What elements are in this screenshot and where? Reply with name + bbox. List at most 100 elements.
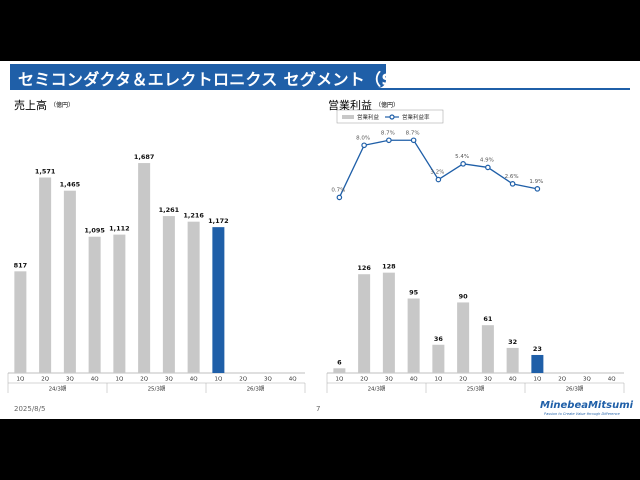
- x-tick-label: 1Q: [115, 377, 123, 383]
- profit-bar: [333, 368, 346, 373]
- sales-value-label: 1,465: [60, 181, 81, 189]
- x-tick-label: 1Q: [335, 377, 343, 383]
- profit-value-label: 23: [533, 345, 542, 353]
- x-tick-label: 3Q: [484, 377, 492, 383]
- x-tick-label: 1Q: [533, 377, 541, 383]
- x-tick-label: 4Q: [410, 377, 418, 383]
- x-tick-label: 2Q: [41, 377, 49, 383]
- profit-value-label: 36: [434, 335, 444, 343]
- sales-bar: [88, 236, 101, 373]
- sales-bar: [63, 190, 76, 373]
- x-tick-label: 4Q: [91, 377, 99, 383]
- margin-point: [410, 137, 417, 144]
- x-tick-label: 2Q: [360, 377, 368, 383]
- x-tick-label: 2Q: [558, 377, 566, 383]
- sales-bar: [212, 227, 225, 373]
- profit-bar: [481, 325, 494, 373]
- margin-point: [534, 186, 541, 192]
- sales-bar: [162, 216, 175, 373]
- margin-point: [509, 181, 516, 187]
- logo-name: MinebeaMitsumi: [540, 400, 634, 411]
- margin-point: [336, 194, 343, 201]
- sales-value-label: 1,095: [84, 227, 105, 235]
- x-tick-label: 3Q: [165, 377, 173, 383]
- sales-value-label: 1,687: [134, 153, 155, 161]
- profit-bar: [358, 274, 371, 373]
- x-tick-label: 4Q: [190, 377, 198, 383]
- page-number: 7: [316, 405, 321, 413]
- page-title: セミコンダクタ＆エレクトロニクス セグメント（SE）: [18, 70, 421, 89]
- footer-date: 2025/8/5: [14, 405, 46, 413]
- x-tick-label: 1Q: [214, 377, 222, 383]
- profit-bar: [457, 302, 470, 373]
- x-tick-label: 3Q: [66, 377, 74, 383]
- sales-value-label: 1,112: [109, 225, 130, 233]
- margin-point: [460, 161, 466, 167]
- profit-bar: [382, 272, 395, 373]
- group-label: 25/3期: [467, 386, 485, 393]
- group-label: 26/3期: [566, 386, 584, 393]
- margin-point: [485, 164, 491, 171]
- profit-value-label: 61: [483, 315, 493, 323]
- x-tick-label: 3Q: [583, 377, 591, 383]
- profit-bar: [432, 344, 445, 373]
- x-tick-label: 3Q: [385, 377, 393, 383]
- x-tick-label: 2Q: [140, 377, 148, 383]
- margin-label: 8.7%: [406, 130, 420, 136]
- group-label: 24/3期: [49, 386, 67, 393]
- legend-line-marker: [389, 114, 395, 120]
- sales-bar: [39, 177, 52, 373]
- sales-bar: [138, 163, 151, 373]
- margin-label: 5.4%: [455, 154, 469, 160]
- logo-tagline: Passion to Create Value through Differen…: [544, 412, 620, 416]
- x-tick-label: 2Q: [239, 377, 247, 383]
- margin-label: 8.0%: [356, 135, 370, 141]
- profit-value-label: 6: [337, 358, 342, 366]
- profit-chart-unit: （億円）: [375, 102, 400, 109]
- sales-value-label: 1,261: [159, 206, 180, 214]
- x-tick-label: 4Q: [608, 377, 616, 383]
- legend-line-label: 営業利益率: [402, 113, 430, 121]
- company-logo: MinebeaMitsumi Passion to Create Value t…: [540, 400, 636, 418]
- profit-chart-title: 営業利益: [328, 99, 372, 112]
- margin-label: 4.9%: [480, 157, 494, 163]
- profit-value-label: 32: [508, 338, 517, 346]
- group-label: 24/3期: [368, 386, 386, 393]
- profit-value-label: 95: [409, 289, 419, 297]
- profit-value-label: 128: [382, 263, 396, 271]
- x-tick-label: 1Q: [434, 377, 442, 383]
- x-tick-label: 4Q: [289, 377, 297, 383]
- sales-chart: 1Q 2Q 3Q 4Q 1Q 2Q 3Q 4Q 1Q 2Q 3Q 4Q 24/3期 25/3期 26/3期 8…: [7, 153, 306, 393]
- profit-value-label: 90: [459, 292, 469, 300]
- margin-label: 2.6%: [505, 174, 519, 180]
- title-rule: [10, 88, 630, 90]
- margin-label: 8.7%: [381, 130, 395, 136]
- slide: セミコンダクタ＆エレクトロニクス セグメント（SE） 売上高 （億円） 営業利益…: [0, 61, 640, 419]
- sales-value-label: 1,216: [183, 212, 204, 220]
- legend-bar-label: 営業利益: [357, 113, 380, 121]
- margin-point: [386, 137, 392, 144]
- sales-bar: [14, 271, 27, 373]
- x-tick-label: 1Q: [16, 377, 24, 383]
- group-label: 25/3期: [148, 386, 166, 393]
- margin-label: 3.2%: [430, 170, 444, 176]
- title-bar: セミコンダクタ＆エレクトロニクス セグメント（SE）: [10, 64, 420, 89]
- profit-bar: [506, 347, 519, 373]
- profit-chart: 1Q 2Q 3Q 4Q 1Q 2Q 3Q 4Q 1Q 2Q 3Q 4Q 24/3期 25/3期 26/3期 6…: [326, 109, 625, 393]
- x-tick-label: 3Q: [264, 377, 272, 383]
- x-tick-label: 4Q: [509, 377, 517, 383]
- profit-bar: [407, 298, 420, 373]
- sales-bar: [113, 234, 126, 373]
- group-label: 26/3期: [247, 386, 265, 393]
- margin-point: [435, 176, 442, 183]
- sales-chart-unit: （億円）: [50, 102, 75, 109]
- sales-value-label: 1,571: [35, 167, 56, 175]
- sales-value-label: 1,172: [208, 217, 229, 225]
- margin-point: [361, 142, 367, 149]
- margin-label: 0.7%: [331, 187, 345, 193]
- sales-bar: [187, 221, 200, 373]
- sales-value-label: 817: [14, 261, 28, 269]
- profit-value-label: 126: [357, 264, 371, 272]
- margin-label: 1.9%: [529, 179, 543, 185]
- x-tick-label: 2Q: [459, 377, 467, 383]
